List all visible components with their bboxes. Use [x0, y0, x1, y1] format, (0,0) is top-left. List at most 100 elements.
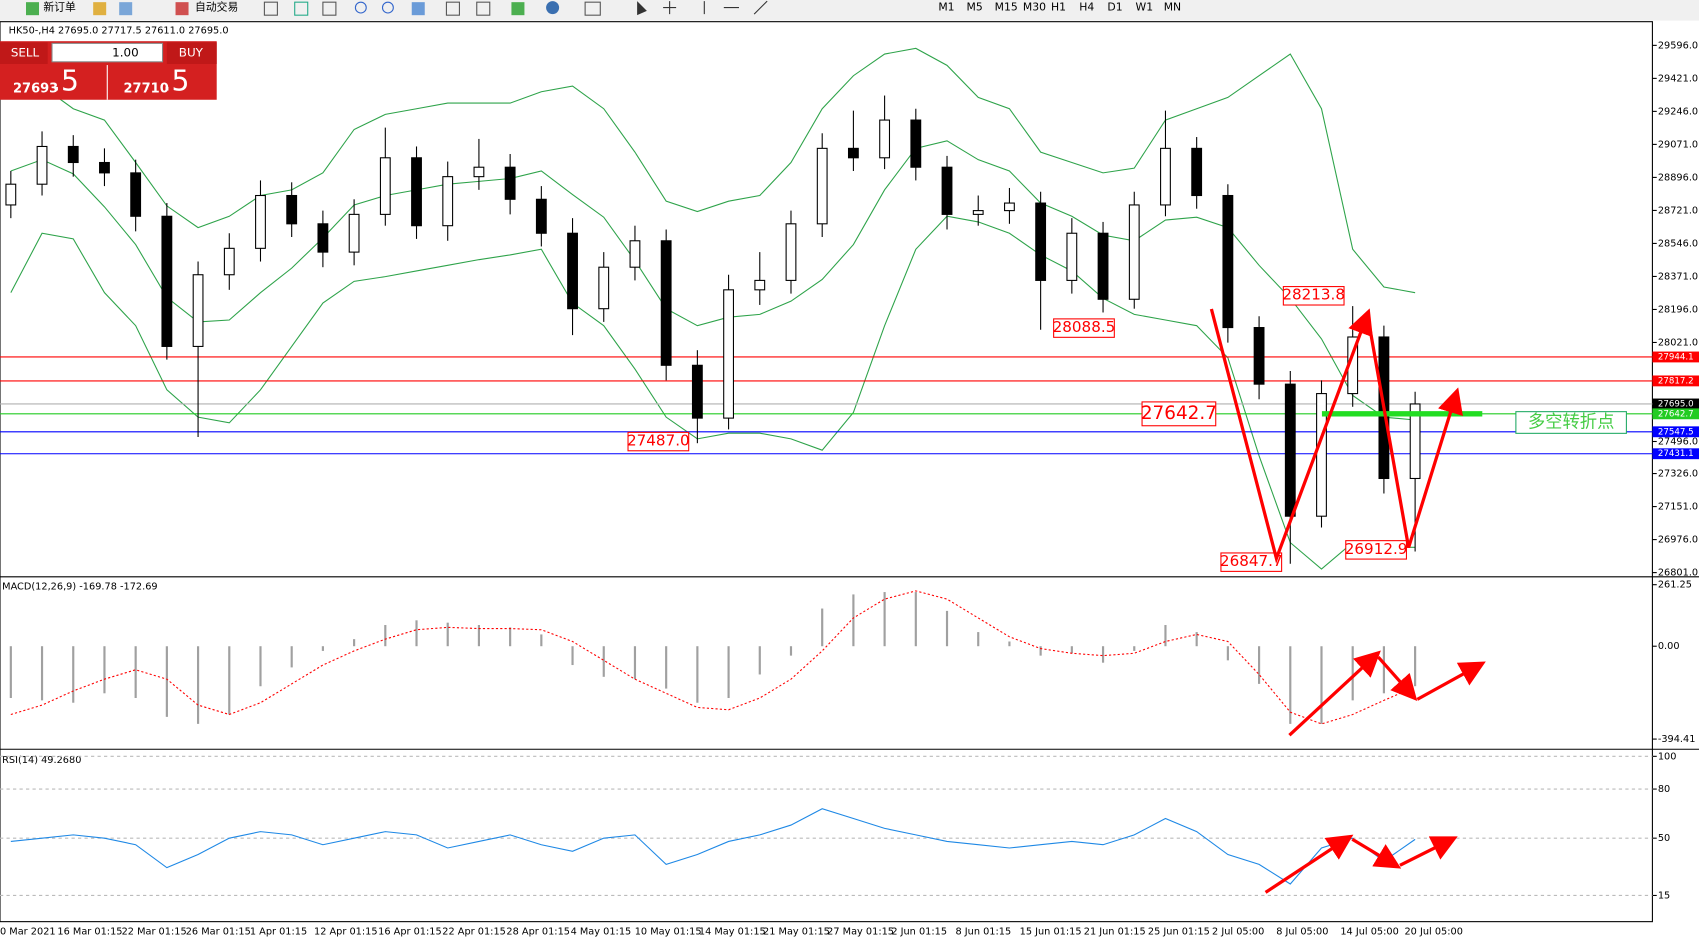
- x-tick-label: 22 Apr 01:15: [442, 926, 506, 937]
- icon[interactable]: [93, 2, 107, 16]
- candle-body: [1409, 403, 1421, 480]
- arrow: [1209, 308, 1373, 564]
- timeframe-button[interactable]: M30: [1023, 1, 1046, 14]
- x-tick-label: 2 Jul 05:00: [1212, 926, 1264, 937]
- arrow: [1365, 314, 1463, 549]
- sell-button[interactable]: [0, 42, 48, 64]
- timeframe-button[interactable]: H1: [1051, 1, 1066, 14]
- price-tag: [1652, 398, 1699, 410]
- timeframe-button[interactable]: W1: [1136, 1, 1154, 14]
- x-tick-label: 14 Jul 05:00: [1340, 926, 1398, 937]
- bollinger-lower: [10, 215, 1416, 570]
- bid-price[interactable]: 27693: [13, 81, 58, 96]
- price-annotation: 27487.0: [627, 432, 690, 450]
- timeframe-button[interactable]: H4: [1079, 1, 1094, 14]
- x-tick-label: 26 Mar 01:15: [186, 926, 251, 937]
- price-annotation-box: [1053, 318, 1115, 338]
- chart-title: HK50-,H4 27695.0 27717.5 27611.0 27695.0: [9, 25, 229, 36]
- timeframe-button[interactable]: M5: [967, 1, 983, 14]
- buy-button[interactable]: [166, 42, 217, 64]
- annotation-arrows: [1209, 308, 1486, 894]
- icon[interactable]: [546, 1, 560, 15]
- y-tick-label: 27151.0: [1658, 502, 1698, 513]
- candle-body: [910, 119, 922, 168]
- new-order-button[interactable]: 新订单: [43, 0, 76, 14]
- lot-value: 1.00: [112, 46, 139, 60]
- price-annotation-box: [1220, 552, 1283, 572]
- drawing-tools: [263, 0, 768, 16]
- icon[interactable]: [119, 2, 133, 16]
- y-tick-label: 27326.0: [1658, 469, 1698, 480]
- y-tick-label: 28896.0: [1658, 172, 1698, 183]
- candle-body: [1035, 202, 1047, 281]
- timeframe-button[interactable]: M1: [938, 1, 954, 14]
- one-click-trading: SELL 1.00 BUY 27693 .5 27710 .5: [0, 41, 217, 100]
- x-tick-label: 8 Jun 01:15: [955, 926, 1011, 937]
- arrow: [1377, 656, 1418, 701]
- bollinger-middle: [10, 140, 1416, 421]
- icon[interactable]: [476, 1, 491, 16]
- auto-trade-button[interactable]: 自动交易: [195, 0, 238, 14]
- icon[interactable]: [411, 2, 425, 16]
- level-label: 27642.7: [1141, 403, 1217, 424]
- icon[interactable]: [445, 1, 460, 16]
- candle-body: [411, 157, 422, 227]
- candle-body: [879, 119, 891, 159]
- icon[interactable]: [322, 1, 337, 16]
- icon[interactable]: [663, 0, 768, 15]
- icon[interactable]: [263, 1, 278, 16]
- icon[interactable]: [294, 1, 309, 16]
- icon[interactable]: [354, 1, 367, 14]
- candle-body: [1097, 232, 1109, 300]
- price-annotation-box: [1282, 286, 1345, 306]
- toolbar: [0, 0, 1699, 21]
- icon[interactable]: [381, 1, 394, 14]
- lot-input[interactable]: [51, 42, 164, 63]
- icon[interactable]: [584, 1, 601, 16]
- price-tag-label: 27642.7: [1658, 409, 1694, 419]
- timeframe-button[interactable]: MN: [1164, 1, 1181, 14]
- arrow: [1399, 836, 1458, 867]
- candle-body: [1128, 204, 1140, 300]
- y-tick-label: 50: [1658, 833, 1670, 844]
- price-tag-label: 27695.0: [1658, 399, 1694, 409]
- rsi-line: [10, 808, 1416, 885]
- candle-body: [379, 157, 391, 215]
- candle-body: [223, 247, 235, 276]
- x-tick-label: 16 Mar 01:15: [57, 926, 122, 937]
- price-tag: [1652, 408, 1699, 420]
- y-tick-label: 80: [1658, 784, 1670, 795]
- arrow: [1416, 661, 1486, 701]
- candle-body: [5, 183, 17, 206]
- price-tag-label: 27547.5: [1658, 427, 1694, 437]
- price-tag-label: 27944.1: [1658, 352, 1694, 362]
- price-tag: [1652, 426, 1699, 438]
- candle-body: [567, 232, 578, 310]
- buy-label: BUY: [179, 46, 204, 60]
- y-tick-label: 27496.0: [1658, 436, 1698, 447]
- y-tick-label: 29071.0: [1658, 139, 1698, 150]
- x-tick-label: 10 May 01:15: [635, 926, 702, 937]
- arrow: [1351, 837, 1402, 869]
- y-tick-label: 26976.0: [1658, 535, 1698, 546]
- timeframe-button[interactable]: D1: [1107, 1, 1122, 14]
- icon[interactable]: [26, 2, 40, 16]
- indicator-title: MACD(12,26,9) -169.78 -172.69: [2, 582, 157, 593]
- x-tick-label: 27 May 01:15: [827, 926, 894, 937]
- price-tag-label: 27431.1: [1658, 449, 1694, 459]
- icon[interactable]: [175, 2, 189, 16]
- x-tick-label: 28 Apr 01:15: [506, 926, 570, 937]
- timeframe-button[interactable]: M15: [995, 1, 1018, 14]
- candle-body: [723, 289, 734, 419]
- icon[interactable]: [637, 1, 647, 16]
- candle-body: [286, 194, 298, 225]
- level-label-box: [1141, 401, 1217, 427]
- icon[interactable]: [511, 2, 525, 16]
- candle-body: [442, 176, 454, 227]
- ask-price[interactable]: 27710: [124, 81, 169, 96]
- price-panel: HK50-,H4 27695.0 27717.5 27611.0 27695.0…: [0, 25, 1699, 579]
- x-tick-label: 20 Jul 05:00: [1404, 926, 1462, 937]
- x-tick-label: 2 Jun 01:15: [891, 926, 947, 937]
- candle-body: [535, 198, 547, 234]
